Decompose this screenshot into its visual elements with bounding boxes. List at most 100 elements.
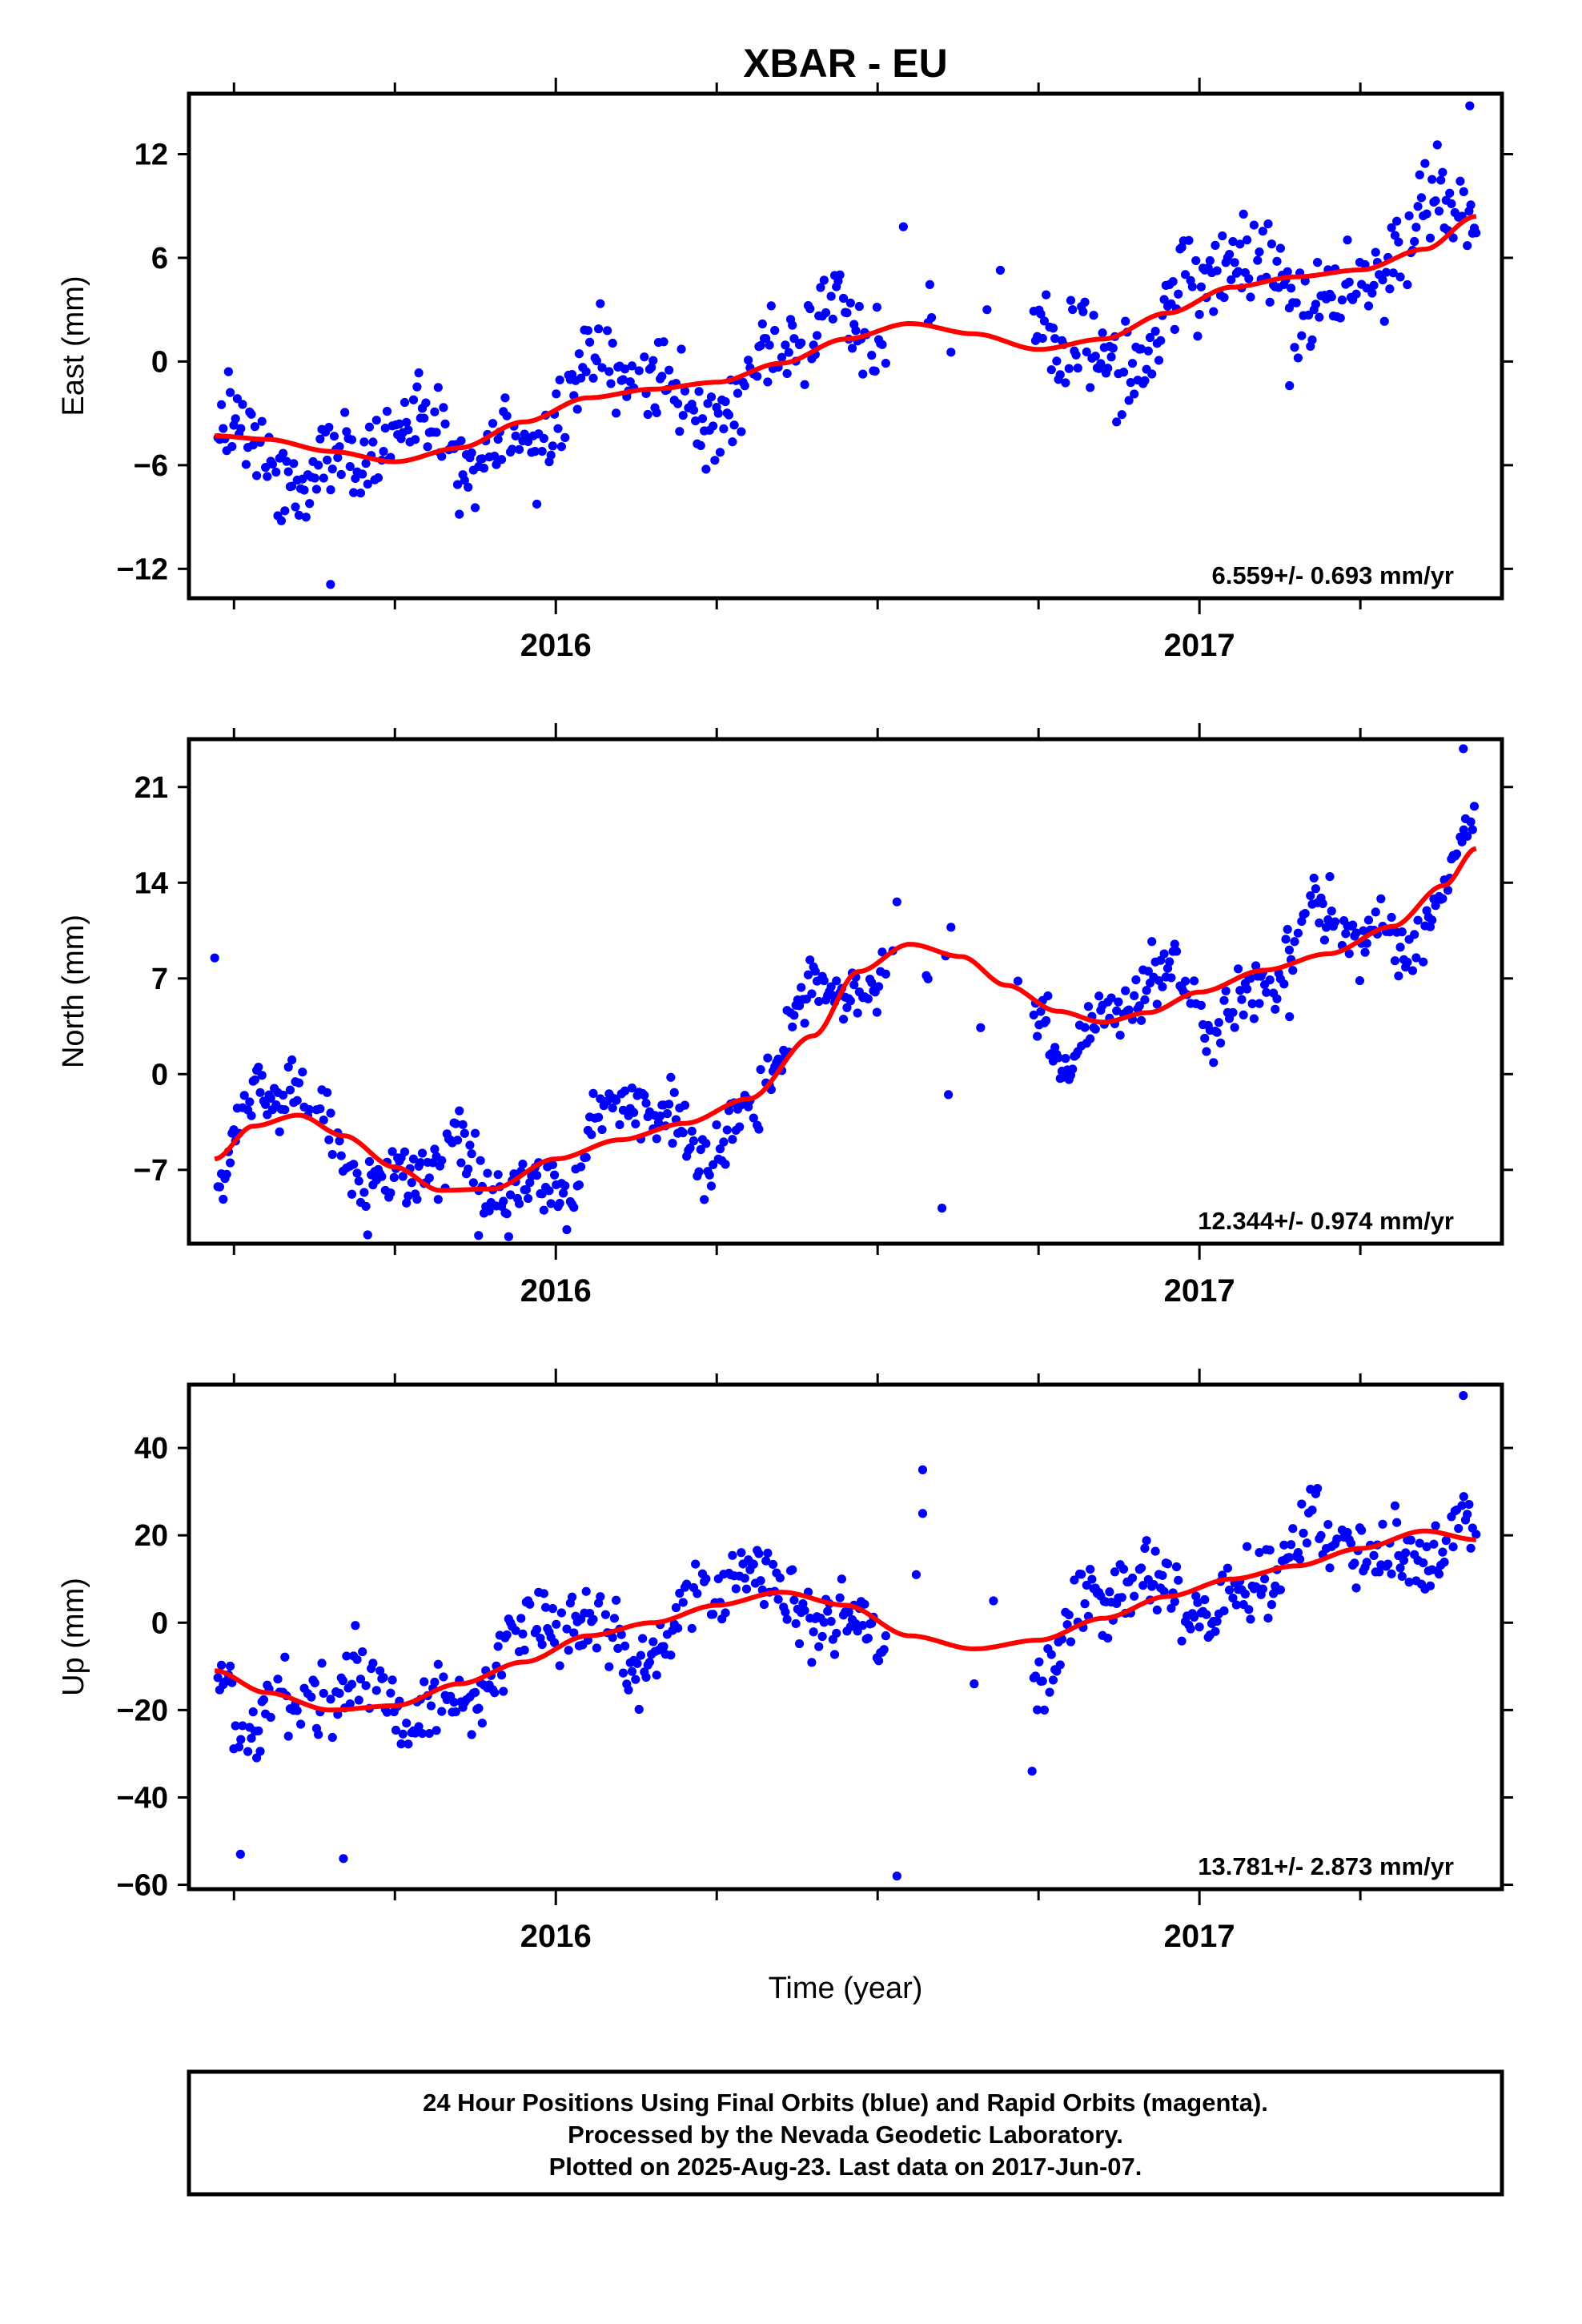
data-point [1327,292,1336,302]
outlier-point [1285,381,1295,391]
data-point [502,1209,512,1219]
data-point [1392,1518,1402,1527]
data-point [1302,1538,1312,1548]
data-point [1360,947,1370,957]
data-point [499,1687,508,1696]
data-point [1240,1589,1250,1599]
data-point [1166,973,1176,983]
data-point [1090,352,1100,361]
data-point [789,1011,799,1020]
data-point [620,1086,630,1096]
data-point [1263,219,1273,229]
data-point [1061,1054,1070,1063]
data-point [596,1592,605,1602]
data-point [280,1652,290,1662]
data-point [1351,1583,1361,1593]
data-point [1265,975,1275,985]
data-point [1325,1563,1335,1573]
data-point [1246,1614,1255,1624]
data-point [872,1007,881,1017]
model-curve [214,846,1477,1193]
data-point [819,1618,829,1627]
outlier-point [970,1679,979,1689]
data-point [1211,1626,1220,1636]
data-point [479,464,489,473]
data-point [753,372,762,381]
data-point [1315,312,1324,322]
data-point [317,1659,327,1668]
outlier-point [976,1023,986,1032]
data-point [845,996,855,1006]
panel-up: −60 −40 −20 0 20 40 2016 2017 Up (mm) 13.781+/- 2… [57,1369,1513,1954]
data-point [296,1719,306,1729]
data-point [456,1158,466,1168]
data-point [1385,284,1395,294]
data-point [877,340,887,349]
data-point [518,1629,528,1638]
data-point [1395,272,1405,282]
data-point [1300,908,1310,919]
data-point [333,452,343,462]
data-point [1083,1002,1094,1011]
data-point [881,358,890,368]
data-point [514,1199,524,1208]
data-point [782,1614,792,1624]
data-point [377,1172,387,1181]
data-point [521,1185,531,1195]
data-point [1196,1000,1206,1010]
data-point [532,1625,542,1634]
data-point [1286,1540,1296,1550]
data-point [731,1584,741,1594]
data-point [219,1194,228,1204]
data-point [613,1643,623,1653]
data-point [355,489,366,498]
data-point [1228,1593,1238,1603]
data-point [398,1172,408,1181]
data-point [715,1144,725,1154]
data-point [323,1088,332,1097]
data-point [298,1068,307,1077]
data-point [737,427,746,436]
data-point [280,1105,290,1115]
data-point [588,373,598,383]
data-point [849,980,859,990]
data-point [402,1719,412,1728]
data-point [1230,1023,1239,1032]
data-point [1068,1064,1078,1074]
data-point [452,480,463,489]
data-point [1419,1558,1428,1568]
data-point [338,1676,348,1686]
data-point [562,1624,572,1634]
data-point [1363,915,1374,925]
data-point [671,1602,681,1613]
data-point [1154,356,1164,365]
data-point [641,1098,651,1108]
data-point [678,1128,688,1138]
data-point [1432,140,1442,150]
outlier-point [917,1465,928,1474]
data-point [832,976,841,986]
data-point [756,340,765,351]
y-tick-label: 12 [135,139,168,172]
data-point [593,1112,604,1122]
data-point [766,301,776,311]
data-point [1456,176,1465,186]
panel-frame [187,91,1504,601]
data-point [1202,1047,1211,1056]
data-point [351,1621,360,1630]
data-point [1322,923,1331,932]
data-point [470,503,480,513]
data-point [687,1623,697,1634]
data-point [243,1747,253,1756]
data-point [423,442,432,452]
data-point [749,1559,758,1569]
rate-label: 6.559+/- 0.693 mm/yr [1212,561,1454,589]
data-point [634,1704,644,1715]
data-point [433,1659,443,1669]
data-point [696,1144,705,1155]
data-point [1211,240,1220,250]
data-point [761,1556,771,1566]
data-point [1403,279,1412,290]
data-point [556,1608,566,1618]
data-point [1046,1650,1056,1659]
